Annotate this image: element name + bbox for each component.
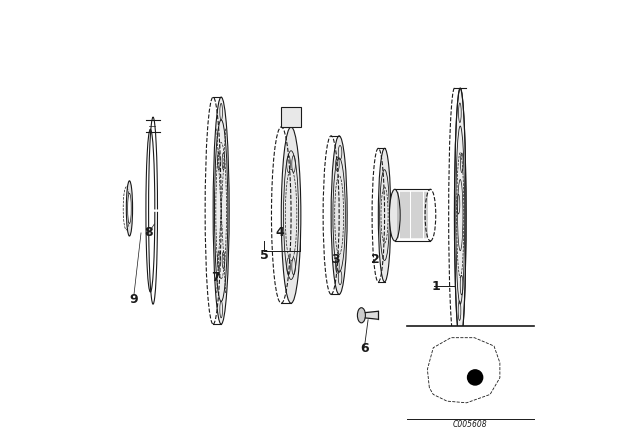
Circle shape [468,370,483,385]
Ellipse shape [454,88,466,342]
Ellipse shape [213,97,229,324]
Text: 7: 7 [211,271,220,284]
Ellipse shape [357,308,365,323]
Text: 9: 9 [129,293,138,306]
Text: 2: 2 [371,253,380,266]
Ellipse shape [378,148,391,282]
Text: 4: 4 [276,226,284,239]
Ellipse shape [127,193,131,224]
Polygon shape [281,107,301,127]
Text: 6: 6 [360,342,369,355]
Bar [407,327,534,429]
Text: C005608: C005608 [453,420,488,429]
Ellipse shape [331,136,347,294]
Ellipse shape [281,127,301,303]
Ellipse shape [390,189,400,241]
Text: 1: 1 [431,280,440,293]
Ellipse shape [126,181,132,236]
Text: 3: 3 [332,253,340,266]
Text: 8: 8 [144,226,153,239]
Text: 5: 5 [260,249,269,262]
